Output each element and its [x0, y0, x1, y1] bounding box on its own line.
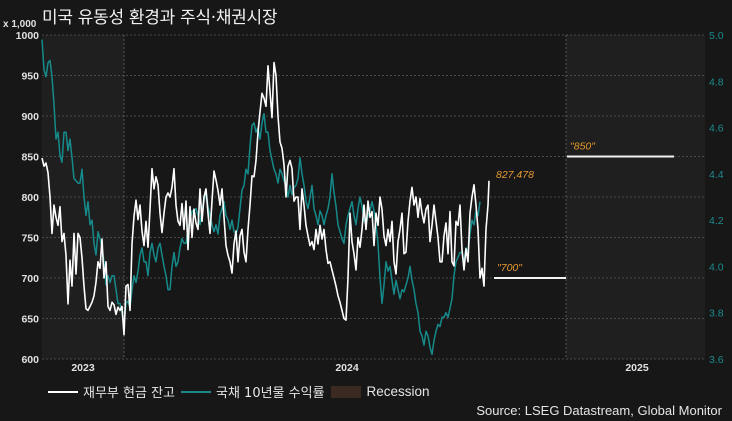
y2-tick-label: 5.0 [709, 30, 724, 42]
left-axis-ticks: 600 650 700 750 800 850 900 950 1000 [16, 30, 40, 366]
y-axis-unit-label: x 1,000 [3, 19, 37, 30]
legend-label: 재무부 현금 잔고 [83, 386, 175, 401]
y-tick-label: 950 [21, 71, 39, 83]
x-tick-label: 2023 [71, 362, 95, 374]
x-tick-label: 2024 [335, 362, 359, 374]
legend-item-yield: 국채 10년물 수익률 [181, 382, 325, 401]
chart-title: 미국 유동성 환경과 주식·채권시장 [42, 8, 278, 28]
legend-line-teal [181, 390, 211, 393]
target-label: "850" [570, 141, 596, 153]
y2-tick-label: 4.2 [709, 215, 724, 227]
y2-tick-label: 3.8 [709, 308, 724, 320]
y-tick-label: 700 [21, 273, 39, 285]
y2-tick-label: 4.4 [709, 169, 724, 181]
y-tick-label: 1000 [16, 30, 40, 42]
source-note: Source: LSEG Datastream, Global Monitor [476, 403, 722, 418]
legend-item-treasury-cash: 재무부 현금 잔고 [48, 382, 175, 401]
x-tick-label: 2025 [625, 362, 649, 374]
legend-label: Recession [366, 384, 430, 399]
treasury-cash-line [41, 61, 490, 336]
y-tick-label: 750 [21, 233, 39, 245]
yield-10y-line [41, 39, 481, 356]
legend-item-recession: Recession [330, 384, 430, 399]
y-tick-label: 850 [21, 152, 39, 164]
y2-tick-label: 4.8 [709, 76, 724, 88]
target-label: "700" [497, 262, 523, 274]
legend-swatch-recession [330, 385, 361, 398]
y-tick-label: 600 [21, 354, 39, 366]
legend-line-white [48, 390, 78, 393]
y-tick-label: 900 [21, 111, 39, 123]
y-tick-label: 650 [21, 314, 39, 326]
right-axis-ticks: 3.6 3.8 4.0 4.2 4.4 4.6 4.8 5.0 [709, 30, 724, 366]
legend: 재무부 현금 잔고 국채 10년물 수익률 Recession [48, 382, 436, 401]
last-value-annotation: 827,478 [496, 169, 534, 181]
legend-label: 국채 10년물 수익률 [216, 386, 325, 401]
x-axis-ticks: 2023 2024 2025 [71, 362, 649, 374]
y2-tick-label: 4.6 [709, 123, 724, 135]
y2-tick-label: 3.6 [709, 354, 724, 366]
target-markers: "850" "700" [494, 141, 674, 279]
y2-tick-label: 4.0 [709, 261, 724, 273]
y-tick-label: 800 [21, 192, 39, 204]
